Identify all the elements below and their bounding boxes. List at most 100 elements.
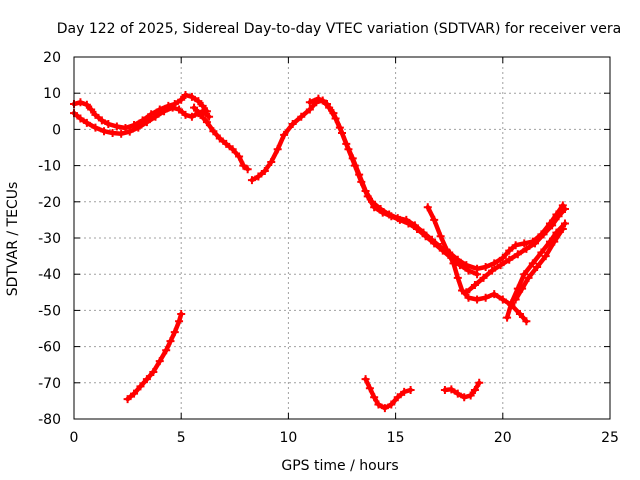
data-point [280,130,289,139]
series-line [191,105,250,172]
data-point [190,103,199,112]
data-point [380,404,389,413]
data-point [100,127,109,136]
data-point [368,197,377,206]
data-point [305,105,314,114]
data-point [149,367,158,376]
data-point [505,255,514,264]
data-point [91,123,100,132]
y-tick-label: 20 [43,50,61,66]
data-point [537,248,546,257]
data-point [209,127,218,136]
data-point [560,205,569,214]
data-point [470,386,479,395]
data-point [82,118,91,127]
data-point [419,228,428,237]
data-point [125,127,134,136]
series-trace-3 [190,103,252,174]
data-point [97,116,106,125]
series-trace-11 [361,375,415,413]
x-tick-label: 10 [279,430,297,446]
x-tick-label: 25 [601,430,619,446]
data-point [558,224,567,233]
y-tick-label: -10 [38,159,61,175]
x-tick-label: 0 [70,430,79,446]
data-point [322,100,331,109]
data-point [260,167,269,176]
data-point [453,273,462,282]
data-point [470,281,479,290]
x-axis-label: GPS time / hours [281,458,398,474]
data-point [348,154,357,163]
series-trace-9 [511,224,567,304]
data-point [560,219,569,228]
data-point [387,400,396,409]
data-point [160,107,169,116]
data-point [475,378,484,387]
data-point [239,161,248,170]
y-tick-label: -60 [38,340,61,356]
data-point [162,346,171,355]
data-point [187,92,196,101]
data-point [305,98,314,107]
data-point [215,134,224,143]
data-point [91,110,100,119]
data-point [177,95,186,104]
data-point [524,273,533,282]
data-point [496,261,505,270]
data-point [170,328,179,337]
data-point [410,221,419,230]
data-point [365,384,374,393]
data-point [76,114,85,123]
data-point [498,253,507,262]
data-point [462,261,471,270]
data-point [136,382,145,391]
series-trace-8 [503,219,569,322]
data-point [117,129,126,138]
data-point [423,203,432,212]
data-point [541,252,550,261]
data-point [393,214,402,223]
data-point [87,105,96,114]
data-point [267,157,276,166]
data-point [202,118,211,127]
data-point [355,170,364,179]
data-point [522,244,531,253]
data-point [479,273,488,282]
data-point [181,110,190,119]
data-point [393,393,402,402]
data-point [505,246,514,255]
series-line [125,311,184,402]
data-point [402,215,411,224]
data-point [473,264,482,273]
axis-ticks: 0 5 10 15 20 25 20 10 0 -10 -20 -30 -40 -50 -60 -70 -80 [38,50,619,446]
data-point [400,387,409,396]
data-point [235,152,244,161]
data-point [513,250,522,259]
data-point [142,375,151,384]
data-point [453,389,462,398]
data-point [522,317,531,326]
y-tick-label: 0 [52,122,61,138]
data-point [539,230,548,239]
data-point [481,262,490,271]
y-tick-label: -80 [38,412,61,428]
data-point [314,94,323,103]
y-tick-label: -50 [38,303,61,319]
data-point [515,310,524,319]
series-trace-7 [462,205,569,297]
series-trace-6 [423,203,531,326]
data-point [490,259,499,268]
series-trace-12 [440,378,484,402]
data-point [453,255,462,264]
x-tick-label: 5 [177,430,186,446]
data-point [104,119,113,128]
data-point [406,386,415,395]
data-point [175,105,184,114]
data-point [528,259,537,268]
data-point [155,357,164,366]
data-point [481,293,490,302]
data-point [335,123,344,132]
data-point [142,118,151,127]
